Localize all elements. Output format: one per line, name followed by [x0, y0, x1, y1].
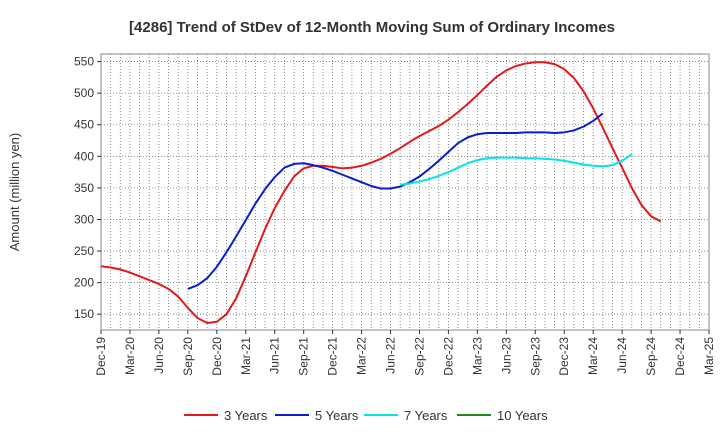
series-line-2	[187, 112, 604, 290]
y-tick-label: 450	[74, 118, 94, 132]
x-tick-label: Mar-20	[123, 337, 137, 375]
x-tick-label: Sep-24	[644, 337, 658, 376]
x-tick-label: Dec-21	[326, 337, 340, 376]
x-tick-label: Dec-22	[441, 337, 455, 376]
x-tick-label: Dec-24	[673, 337, 687, 376]
x-tick-label: Jun-20	[152, 337, 166, 374]
y-tick-label: 550	[74, 55, 94, 69]
x-tick-label: Mar-23	[470, 337, 484, 375]
y-tick-label: 500	[74, 86, 94, 100]
y-tick-label: 350	[74, 181, 94, 195]
x-tick-label: Dec-19	[94, 337, 108, 376]
series-line-3	[400, 153, 633, 186]
y-tick-label: 250	[74, 244, 94, 258]
y-tick-label: 150	[74, 307, 94, 321]
x-tick-label: Sep-20	[181, 337, 195, 376]
grid-lines	[101, 54, 709, 330]
legend-label-3: 7 Years	[404, 408, 448, 423]
series-lines	[100, 61, 662, 325]
x-tick-label: Jun-23	[499, 337, 513, 374]
chart-title: [4286] Trend of StDev of 12-Month Moving…	[129, 19, 615, 36]
y-axis-label: Amount (million yen)	[7, 133, 22, 252]
x-tick-label: Sep-23	[528, 337, 542, 376]
x-tick-label: Mar-22	[355, 337, 369, 375]
legend-label-4: 10 Years	[497, 408, 548, 423]
x-tick-label: Jun-22	[384, 337, 398, 374]
x-tick-label: Dec-20	[210, 337, 224, 376]
x-tick-label: Jun-24	[615, 337, 629, 374]
x-tick-label: Mar-24	[586, 337, 600, 375]
plot-area	[100, 53, 710, 331]
x-tick-label: Mar-21	[239, 337, 253, 375]
legend: 3 Years 5 Years 7 Years 10 Years	[184, 408, 548, 423]
y-axis-ticks: 150 200 250 300 350 400 450 500 550	[74, 55, 101, 321]
y-tick-label: 200	[74, 276, 94, 290]
x-tick-label: Sep-22	[412, 337, 426, 376]
x-tick-label: Jun-21	[268, 337, 282, 374]
series-line-1	[100, 61, 662, 325]
legend-label-2: 5 Years	[315, 408, 359, 423]
legend-label-1: 3 Years	[224, 408, 268, 423]
x-tick-label: Dec-23	[557, 337, 571, 376]
y-tick-label: 300	[74, 212, 94, 226]
x-axis-ticks: Dec-19 Mar-20 Jun-20 Sep-20 Dec-20 Mar-21 Jun-…	[94, 330, 716, 376]
y-tick-label: 400	[74, 149, 94, 163]
x-tick-label: Sep-21	[297, 337, 311, 376]
x-tick-label: Mar-25	[702, 337, 716, 375]
